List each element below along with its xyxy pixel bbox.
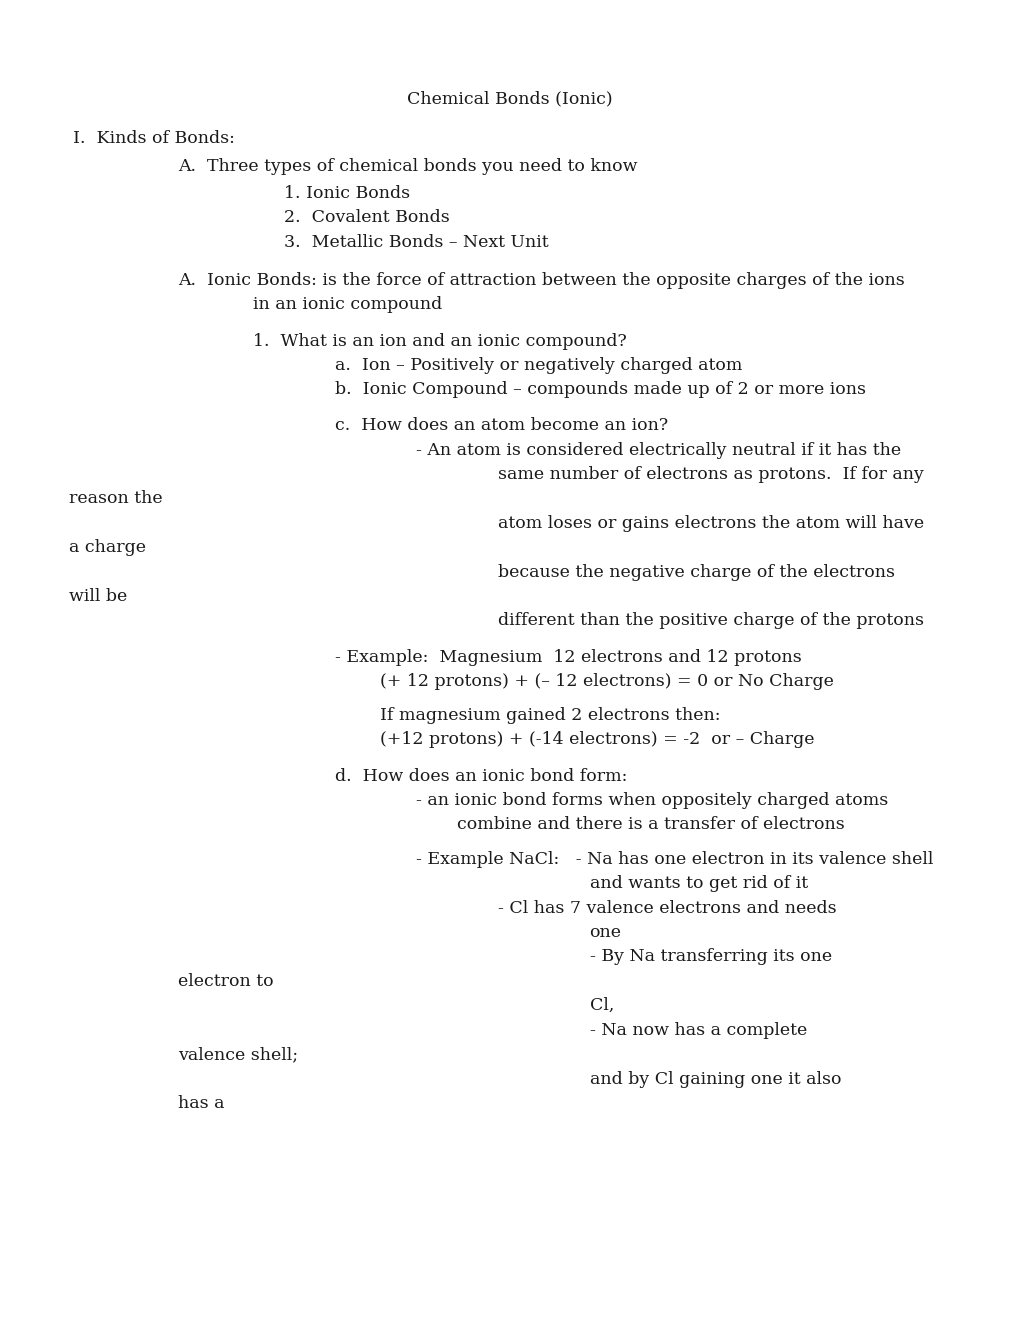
Text: electron to: electron to bbox=[178, 973, 274, 990]
Text: - an ionic bond forms when oppositely charged atoms: - an ionic bond forms when oppositely ch… bbox=[416, 792, 888, 809]
Text: A.  Three types of chemical bonds you need to know: A. Three types of chemical bonds you nee… bbox=[178, 158, 637, 176]
Text: will be: will be bbox=[69, 589, 127, 605]
Text: because the negative charge of the electrons: because the negative charge of the elect… bbox=[497, 564, 894, 581]
Text: in an ionic compound: in an ionic compound bbox=[253, 297, 442, 313]
Text: Cl,: Cl, bbox=[589, 998, 613, 1014]
Text: b.  Ionic Compound – compounds made up of 2 or more ions: b. Ionic Compound – compounds made up of… bbox=[334, 381, 865, 399]
Text: 3.  Metallic Bonds – Next Unit: 3. Metallic Bonds – Next Unit bbox=[283, 234, 547, 251]
Text: c.  How does an atom become an ion?: c. How does an atom become an ion? bbox=[334, 417, 667, 434]
Text: (+12 protons) + (-14 electrons) = -2  or – Charge: (+12 protons) + (-14 electrons) = -2 or … bbox=[380, 731, 814, 748]
Text: has a: has a bbox=[178, 1096, 225, 1111]
Text: a.  Ion – Positively or negatively charged atom: a. Ion – Positively or negatively charge… bbox=[334, 356, 741, 374]
Text: and by Cl gaining one it also: and by Cl gaining one it also bbox=[589, 1071, 841, 1088]
Text: - An atom is considered electrically neutral if it has the: - An atom is considered electrically neu… bbox=[416, 441, 901, 458]
Text: 1.  What is an ion and an ionic compound?: 1. What is an ion and an ionic compound? bbox=[253, 333, 626, 350]
Text: Chemical Bonds (Ionic): Chemical Bonds (Ionic) bbox=[407, 90, 612, 107]
Text: a charge: a charge bbox=[69, 539, 146, 556]
Text: - Example NaCl:   - Na has one electron in its valence shell: - Example NaCl: - Na has one electron in… bbox=[416, 851, 932, 867]
Text: 2.  Covalent Bonds: 2. Covalent Bonds bbox=[283, 209, 449, 226]
Text: If magnesium gained 2 electrons then:: If magnesium gained 2 electrons then: bbox=[380, 708, 720, 723]
Text: (+ 12 protons) + (– 12 electrons) = 0 or No Charge: (+ 12 protons) + (– 12 electrons) = 0 or… bbox=[380, 673, 834, 690]
Text: different than the positive charge of the protons: different than the positive charge of th… bbox=[497, 612, 923, 630]
Text: A.  Ionic Bonds: is the force of attraction between the opposite charges of the : A. Ionic Bonds: is the force of attracti… bbox=[178, 272, 905, 289]
Text: - Example:  Magnesium  12 electrons and 12 protons: - Example: Magnesium 12 electrons and 12… bbox=[334, 649, 801, 665]
Text: valence shell;: valence shell; bbox=[178, 1045, 299, 1063]
Text: and wants to get rid of it: and wants to get rid of it bbox=[589, 875, 807, 892]
Text: - Na now has a complete: - Na now has a complete bbox=[589, 1022, 806, 1039]
Text: reason the: reason the bbox=[69, 491, 163, 507]
Text: combine and there is a transfer of electrons: combine and there is a transfer of elect… bbox=[457, 816, 844, 833]
Text: atom loses or gains electrons the atom will have: atom loses or gains electrons the atom w… bbox=[497, 515, 923, 532]
Text: I.  Kinds of Bonds:: I. Kinds of Bonds: bbox=[73, 131, 235, 147]
Text: 1. Ionic Bonds: 1. Ionic Bonds bbox=[283, 185, 410, 202]
Text: - By Na transferring its one: - By Na transferring its one bbox=[589, 948, 830, 965]
Text: same number of electrons as protons.  If for any: same number of electrons as protons. If … bbox=[497, 466, 923, 483]
Text: - Cl has 7 valence electrons and needs: - Cl has 7 valence electrons and needs bbox=[497, 900, 836, 916]
Text: d.  How does an ionic bond form:: d. How does an ionic bond form: bbox=[334, 768, 627, 784]
Text: one: one bbox=[589, 924, 621, 941]
